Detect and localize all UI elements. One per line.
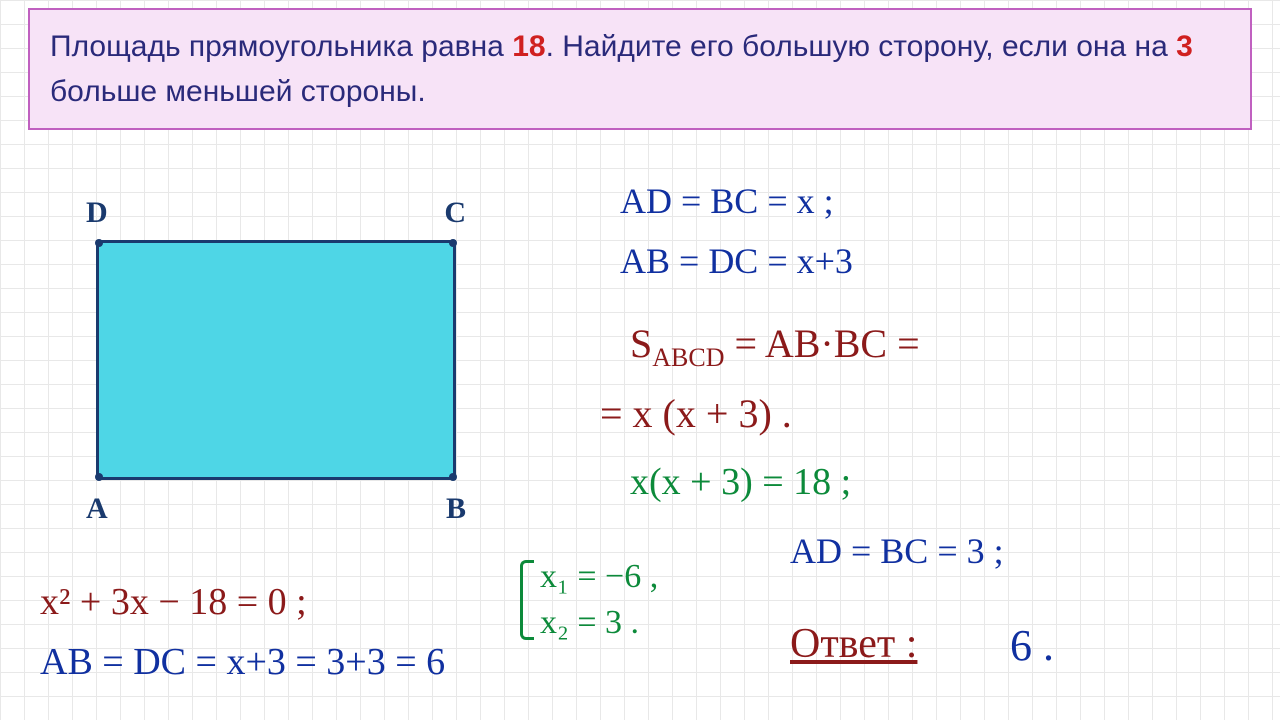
- vertex-dot-b: [449, 473, 457, 481]
- answer-label: Ответ :: [790, 620, 917, 668]
- eq-root-1: x₁ = −6 ,: [540, 558, 658, 596]
- eq-ad-bc: AD = BC = x ;: [620, 180, 834, 222]
- eq-ab-dc-value: AB = DC = x+3 = 3+3 = 6: [40, 640, 445, 684]
- label-c: C: [444, 196, 466, 230]
- eq-area-formula: SABCD = AB·BC =: [630, 320, 920, 373]
- label-d: D: [86, 196, 108, 230]
- eq-quadratic: x² + 3x − 18 = 0 ;: [40, 580, 307, 624]
- vertex-dot-c: [449, 239, 457, 247]
- eq-ab-dc: AB = DC = x+3: [620, 240, 853, 282]
- eq-equation-18: x(x + 3) = 18 ;: [630, 460, 851, 504]
- rectangle-diagram: D C A B: [96, 240, 456, 480]
- label-b: B: [446, 492, 466, 526]
- problem-statement-box: Площадь прямоугольника равна 18. Найдите…: [28, 8, 1252, 130]
- roots-bracket: [520, 560, 534, 640]
- vertex-dot-d: [95, 239, 103, 247]
- answer-value: 6 .: [1010, 620, 1054, 671]
- label-a: A: [86, 492, 108, 526]
- vertex-dot-a: [95, 473, 103, 481]
- eq-root-2: x₂ = 3 .: [540, 604, 639, 642]
- eq-ad-bc-value: AD = BC = 3 ;: [790, 530, 1004, 572]
- rectangle-shape: [96, 240, 456, 480]
- problem-text: Площадь прямоугольника равна 18. Найдите…: [50, 30, 1193, 108]
- eq-area-expanded: = x (x + 3) .: [600, 390, 792, 437]
